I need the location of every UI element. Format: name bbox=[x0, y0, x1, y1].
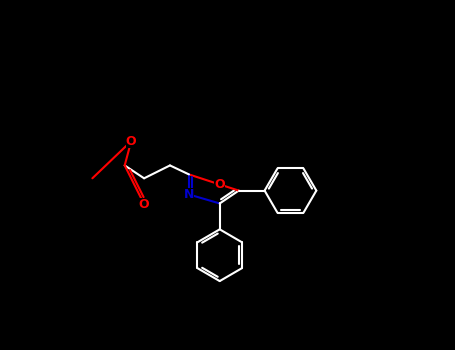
Text: N: N bbox=[184, 188, 194, 201]
Text: O: O bbox=[214, 178, 225, 191]
Text: O: O bbox=[126, 135, 136, 148]
Text: O: O bbox=[139, 198, 149, 211]
